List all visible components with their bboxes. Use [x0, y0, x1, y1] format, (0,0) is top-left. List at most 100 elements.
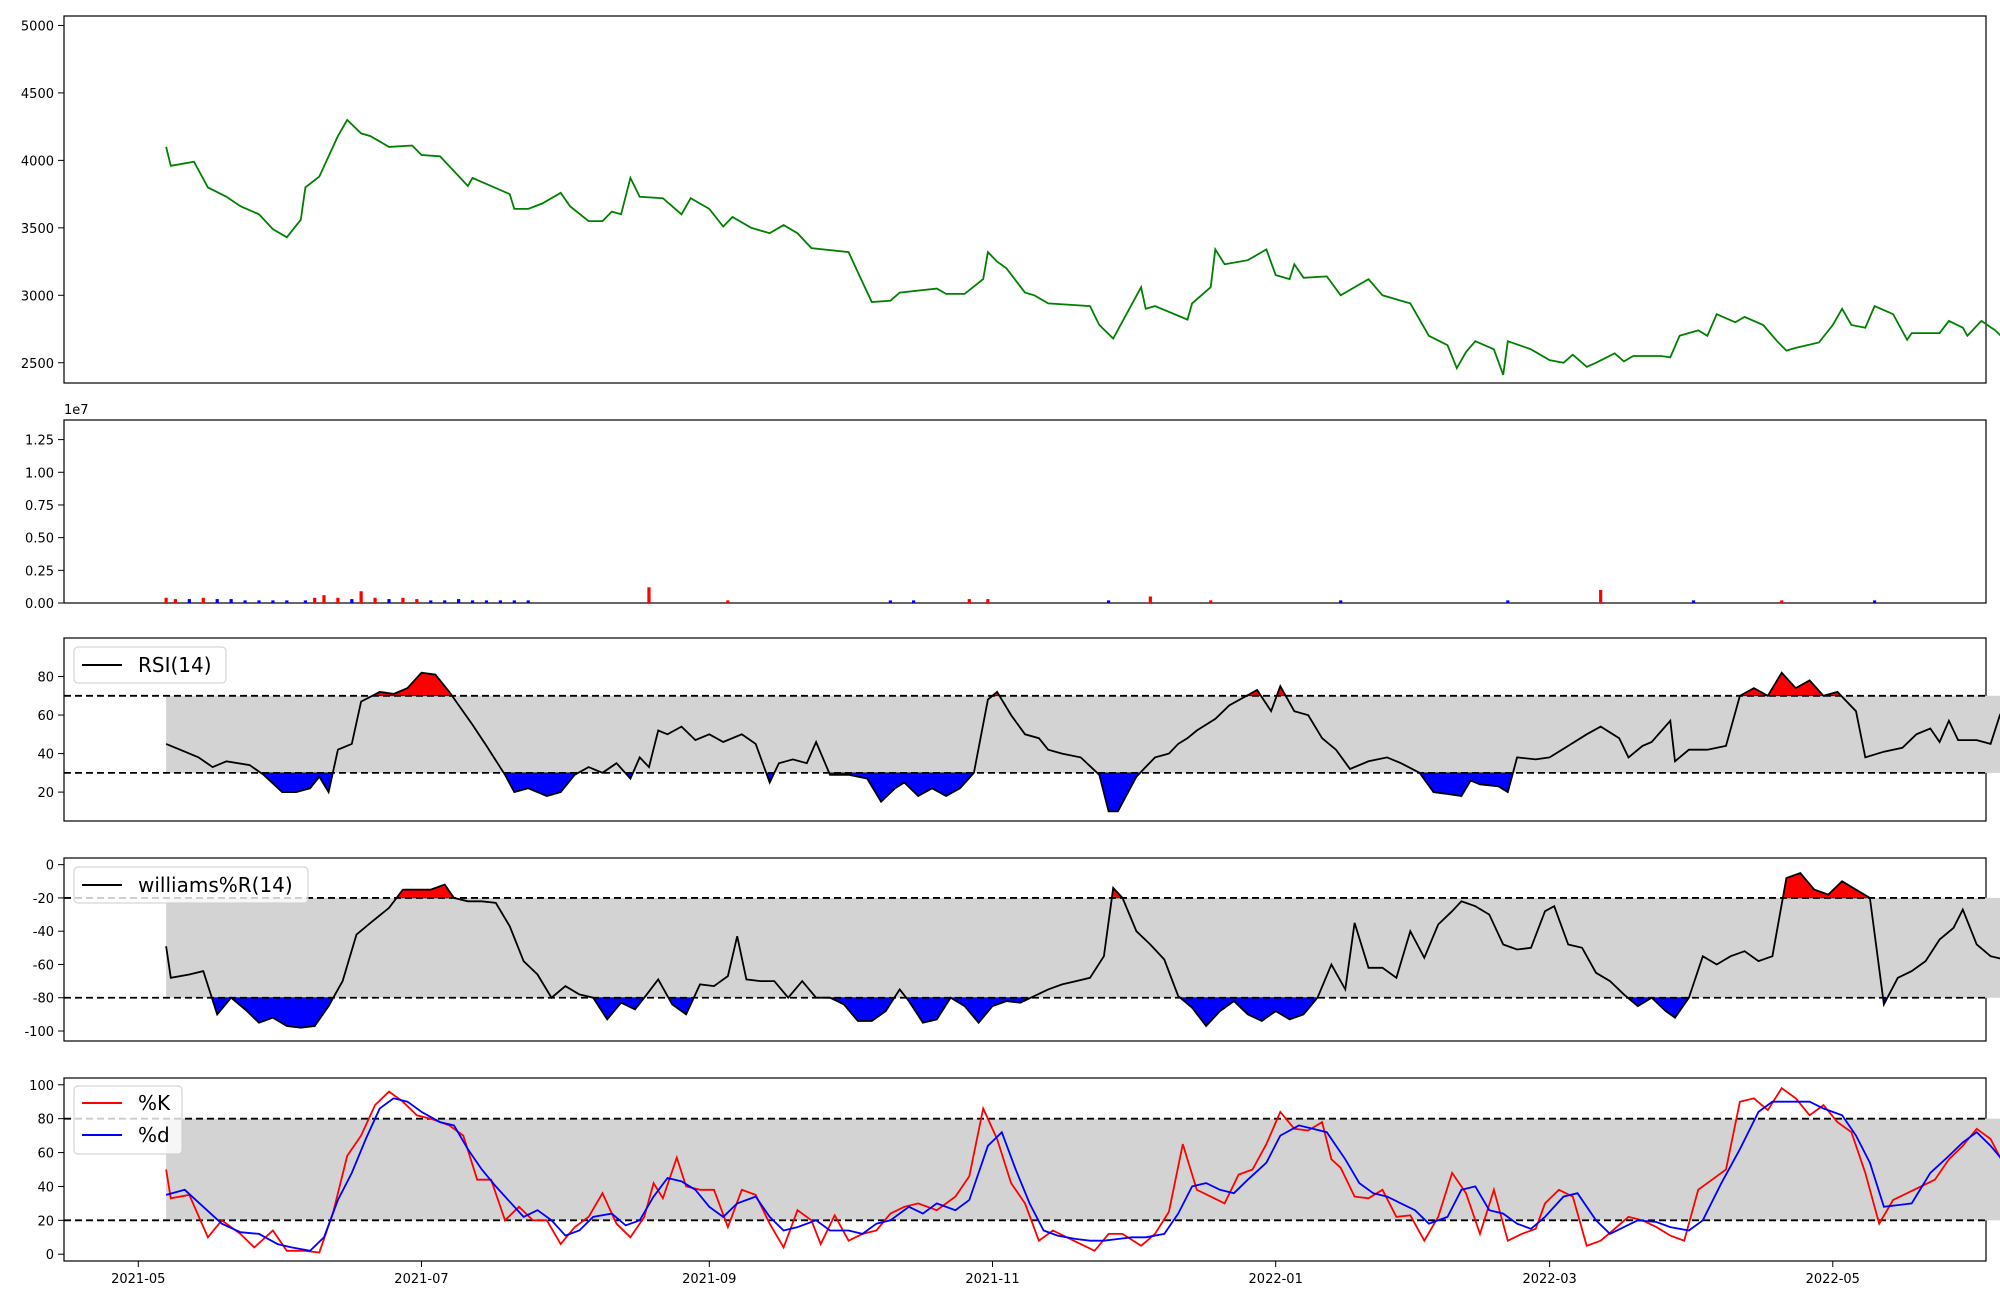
x-tick-label: 2021-11: [965, 1272, 1019, 1287]
volume-bar: [911, 600, 916, 603]
volume-panel: 0.00 0.25 0.50 0.75 1.00 1.25 1e7: [25, 403, 1987, 612]
k-legend-label: %K: [138, 1091, 171, 1115]
volume-bar: [429, 600, 433, 603]
volume-bar: [257, 600, 261, 603]
rsi-legend-label: RSI(14): [138, 653, 212, 677]
x-tick-label: 2022-05: [1806, 1272, 1860, 1287]
stochastic-y-ticks: 0 20 40 60 80 100: [29, 1079, 64, 1263]
volume-bar: [1339, 600, 1343, 603]
y-tick-label: 0: [46, 1248, 54, 1263]
y-tick-label: 3000: [21, 289, 54, 304]
neutral-band: [166, 897, 2000, 998]
price-panel: 2500 3000 3500 4000 4500 5000: [21, 15, 2000, 384]
y-tick-label: 20: [37, 786, 54, 801]
oversold-fill: [905, 997, 952, 1024]
volume-bar: [457, 599, 461, 603]
y-tick-label: 4500: [21, 87, 54, 102]
y-tick-label: 40: [37, 1180, 54, 1195]
price-marks: [165, 118, 2000, 376]
rsi-legend-box: [73, 646, 227, 684]
volume-axes-frame: [63, 419, 1987, 604]
volume-bar: [313, 597, 317, 603]
volume-bar: [187, 599, 191, 603]
volume-bar: [1506, 600, 1510, 603]
volume-bar: [1148, 596, 1152, 603]
oversold-fill: [829, 997, 895, 1022]
x-tick-label: 2021-05: [111, 1272, 165, 1287]
williams-marks: [64, 871, 2000, 1029]
x-tick-label: 2021-07: [394, 1272, 448, 1287]
volume-bar: [1599, 589, 1603, 603]
rsi-line: [165, 671, 2000, 813]
price-axes-frame: [63, 15, 1987, 384]
y-tick-label: 5000: [21, 19, 54, 34]
y-tick-label: -20: [33, 892, 54, 907]
y-tick-label: 0.75: [25, 499, 54, 514]
volume-bar: [647, 587, 651, 603]
oversold-fill: [1179, 997, 1319, 1027]
volume-bar: [484, 600, 489, 603]
volume-bar: [336, 597, 340, 603]
y-tick-label: 60: [37, 1147, 54, 1162]
volume-bar: [271, 600, 275, 603]
y-tick-label: -40: [33, 925, 54, 940]
volume-bar: [164, 597, 168, 603]
k-line: [165, 1086, 2000, 1254]
volume-bar: [373, 597, 377, 603]
williams-y-ticks: -100 -80 -60 -40 -20 0: [24, 859, 64, 1040]
price-y-ticks: 2500 3000 3500 4000 4500 5000: [21, 19, 64, 372]
volume-bar: [322, 595, 326, 603]
volume-bar: [726, 600, 730, 603]
y-tick-label: -60: [33, 958, 54, 973]
y-tick-label: 60: [37, 709, 54, 724]
volume-bar: [470, 600, 475, 603]
volume-bar: [1691, 600, 1696, 603]
d-line: [165, 1097, 2000, 1252]
y-tick-label: 0: [46, 859, 54, 874]
williams-legend: williams%R(14): [73, 866, 309, 904]
y-tick-label: 0.25: [25, 564, 54, 579]
volume-bar: [967, 599, 971, 603]
volume-bar: [443, 600, 447, 603]
y-tick-label: -100: [24, 1025, 54, 1040]
volume-bar: [350, 599, 354, 603]
overbought-fill: [1767, 672, 1825, 697]
rsi-panel: 20 40 60 80 RSI(14): [37, 637, 2000, 822]
volume-bar: [229, 599, 233, 603]
volume-bar: [387, 599, 391, 603]
x-tick-label: 2022-01: [1249, 1272, 1303, 1287]
volume-bar: [1209, 600, 1213, 603]
williams-legend-box: [73, 866, 309, 904]
stochastic-marks: [64, 1086, 2000, 1254]
rsi-legend: RSI(14): [73, 646, 227, 684]
volume-bar: [1872, 600, 1877, 603]
oversold-fill: [949, 997, 1031, 1024]
volume-bar: [415, 599, 419, 603]
price-line: [165, 118, 2000, 376]
neutral-band: [166, 695, 2000, 773]
volume-bar: [1780, 600, 1784, 603]
overbought-fill: [1739, 687, 1769, 697]
y-tick-label: 80: [37, 671, 54, 686]
volume-bar: [498, 600, 502, 603]
volume-bar: [285, 600, 289, 603]
x-tick-label: 2022-03: [1522, 1272, 1576, 1287]
volume-offset-label: 1e7: [64, 403, 89, 418]
y-tick-label: 40: [37, 748, 54, 763]
oversold-fill: [828, 772, 975, 803]
y-tick-label: 4000: [21, 154, 54, 169]
volume-bar: [303, 600, 308, 603]
y-tick-label: 1.00: [25, 466, 54, 481]
volume-marks: [164, 587, 1877, 603]
stochastic-legend: %K %d: [73, 1085, 183, 1155]
y-tick-label: 0.00: [25, 597, 54, 612]
volume-bar: [201, 597, 205, 603]
y-tick-label: 1.25: [25, 434, 54, 449]
y-tick-label: 100: [29, 1079, 54, 1094]
volume-bar: [215, 599, 219, 603]
volume-bar: [512, 600, 516, 603]
y-tick-label: 20: [37, 1214, 54, 1229]
y-tick-label: -80: [33, 992, 54, 1007]
williams-line: [165, 871, 2000, 1029]
